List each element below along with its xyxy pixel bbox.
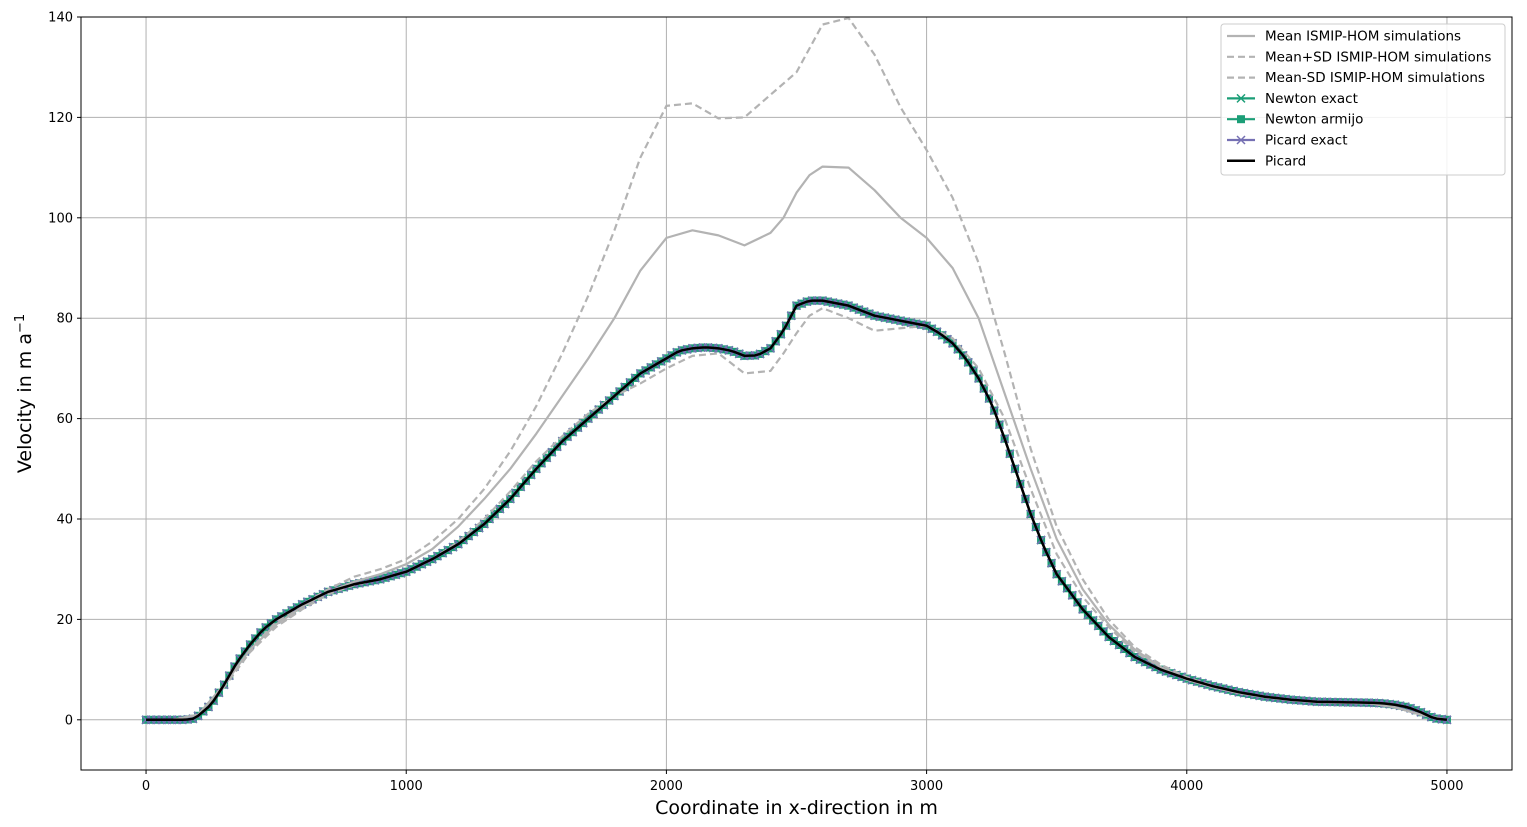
series-newton-exact xyxy=(141,296,1452,725)
legend-label: Newton exact xyxy=(1265,91,1358,107)
x-tick-label: 5000 xyxy=(1430,779,1463,794)
y-tick-label: 140 xyxy=(48,11,73,26)
ticks: 0 1000 2000 3000 4000 5000 0 20 40 60 80 100 120 140 xyxy=(48,11,1463,795)
legend-label: Picard xyxy=(1265,153,1306,169)
legend-item-picard: Picard xyxy=(1227,153,1306,169)
x-tick-label: 4000 xyxy=(1170,779,1203,794)
x-tick-label: 2000 xyxy=(650,779,683,794)
legend-item-newton-exact: Newton exact xyxy=(1227,91,1358,107)
series-picard-exact xyxy=(141,296,1452,725)
legend-label: Mean+SD ISMIP-HOM simulations xyxy=(1265,49,1491,65)
series-mean-sd-ismip-hom-simulations xyxy=(146,307,1448,721)
series-newton-armijo xyxy=(142,296,1451,724)
series-line-newton-exact xyxy=(146,299,1448,721)
y-tick-label: 80 xyxy=(56,312,73,327)
legend-item-newton-armijo: Newton armijo xyxy=(1227,112,1363,128)
series-line-picard xyxy=(146,299,1448,722)
y-tick-label: 20 xyxy=(56,613,73,628)
plot-frame xyxy=(80,16,1513,771)
series-line-newton-armijo xyxy=(146,299,1448,721)
x-axis-label: Coordinate in x-direction in m xyxy=(655,797,938,819)
legend-marker xyxy=(1236,135,1246,145)
series-mean-ismip-hom-simulations xyxy=(146,165,1448,721)
series-line-picard-exact xyxy=(146,299,1448,721)
y-tick-label: 100 xyxy=(48,211,73,226)
y-tick-label: 40 xyxy=(56,513,73,528)
x-tick-label: 3000 xyxy=(910,779,943,794)
y-axis-label-superscript: −1 xyxy=(13,314,28,333)
y-axis-label: Velocity in m a−1 xyxy=(13,314,37,473)
legend: Mean ISMIP-HOM simulations Mean+SD ISMIP-… xyxy=(1220,23,1506,176)
y-axis-label-text: Velocity in m a xyxy=(14,333,36,473)
x-tick-label: 0 xyxy=(142,779,150,794)
y-tick-label: 120 xyxy=(48,111,73,126)
legend-item-picard-exact: Picard exact xyxy=(1227,133,1348,149)
legend-label: Mean-SD ISMIP-HOM simulations xyxy=(1265,70,1485,86)
series-picard xyxy=(146,299,1448,722)
series-line-mean-ismip-hom-simulations xyxy=(146,165,1448,721)
x-tick-label: 1000 xyxy=(390,779,423,794)
legend-item-mean-ismip-hom-simulations: Mean ISMIP-HOM simulations xyxy=(1227,29,1461,45)
legend-item-mean-sd-ismip-hom-simulations: Mean+SD ISMIP-HOM simulations xyxy=(1227,49,1491,65)
legend-label: Mean ISMIP-HOM simulations xyxy=(1265,29,1461,45)
series-layer xyxy=(141,16,1452,725)
legend-label: Picard exact xyxy=(1265,133,1348,149)
legend-box xyxy=(1220,23,1506,176)
legend-marker xyxy=(1237,115,1245,124)
legend-item-mean-sd-ismip-hom-simulations: Mean-SD ISMIP-HOM simulations xyxy=(1227,70,1485,86)
legend-marker xyxy=(1236,93,1246,103)
y-tick-label: 0 xyxy=(65,713,73,728)
y-tick-label: 60 xyxy=(56,412,73,427)
legend-label: Newton armijo xyxy=(1265,112,1363,128)
series-line-mean-sd-ismip-hom-simulations xyxy=(146,307,1448,721)
